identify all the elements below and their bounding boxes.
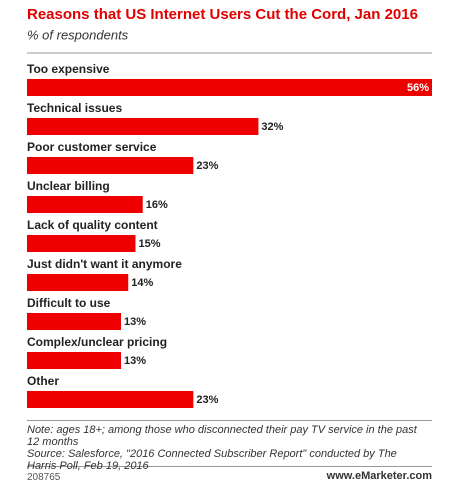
- note: Note: ages 18+; among those who disconne…: [27, 424, 417, 448]
- category-label: Technical issues: [27, 101, 122, 115]
- value-label: 56%: [407, 82, 429, 94]
- chart-title: Reasons that US Internet Users Cut the C…: [27, 6, 418, 23]
- category-label: Other: [27, 374, 59, 388]
- category-label: Just didn't want it anymore: [27, 257, 182, 271]
- value-label: 13%: [124, 316, 146, 328]
- bar: [27, 157, 194, 174]
- bar: [27, 79, 432, 96]
- source: Source: Salesforce, "2016 Connected Subs…: [27, 448, 397, 472]
- value-label: 14%: [131, 277, 153, 289]
- category-label: Unclear billing: [27, 179, 110, 193]
- chart: Reasons that US Internet Users Cut the C…: [27, 6, 432, 408]
- bar: [27, 196, 143, 213]
- value-label: 13%: [124, 355, 146, 367]
- chart-id: 208765: [27, 472, 61, 483]
- value-label: 16%: [146, 199, 168, 211]
- value-label: 23%: [196, 160, 218, 172]
- bar: [27, 235, 136, 252]
- bar: [27, 118, 259, 135]
- category-label: Complex/unclear pricing: [27, 335, 167, 349]
- bar: [27, 274, 129, 291]
- category-label: Too expensive: [27, 62, 110, 76]
- value-label: 23%: [196, 394, 218, 406]
- website: www.eMarketer.com: [326, 470, 432, 482]
- bar: [27, 313, 122, 330]
- category-label: Poor customer service: [27, 140, 157, 154]
- bar: [27, 391, 194, 408]
- chart-subtitle: % of respondents: [27, 27, 129, 42]
- value-label: 15%: [138, 238, 160, 250]
- value-label: 32%: [261, 121, 283, 133]
- bar: [27, 352, 122, 369]
- category-label: Difficult to use: [27, 296, 111, 310]
- category-label: Lack of quality content: [27, 218, 158, 232]
- footer-lines: [27, 420, 432, 467]
